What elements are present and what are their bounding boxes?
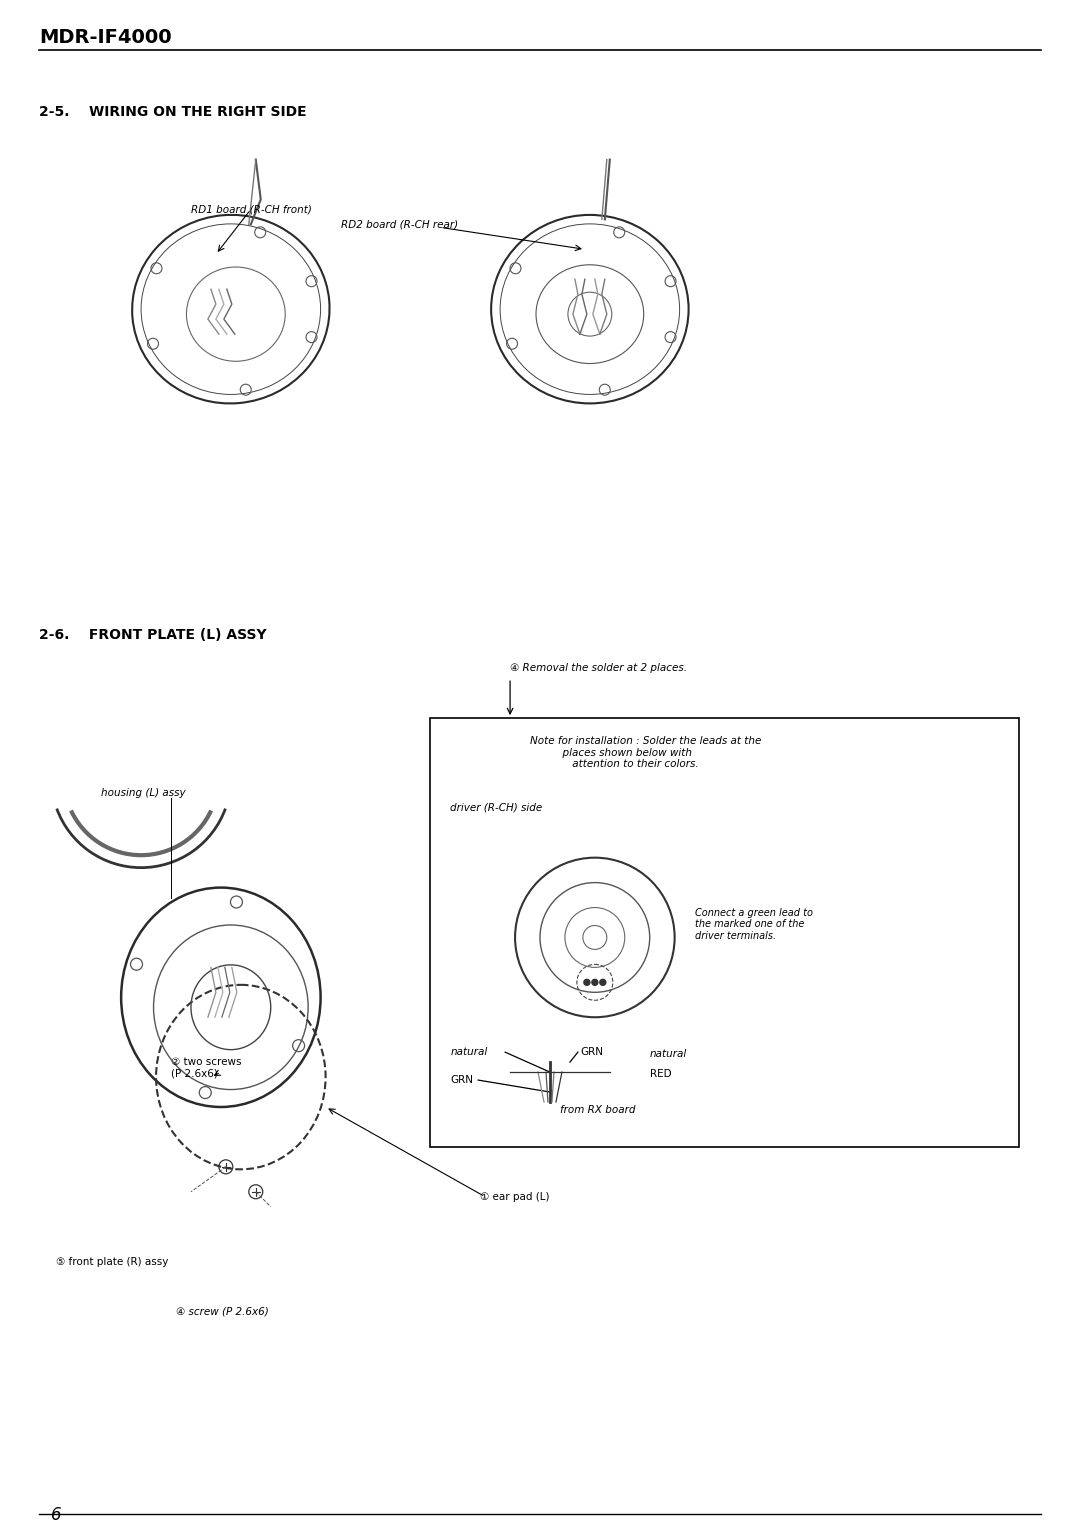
Text: Note for installation : Solder the leads at the
          places shown below wit: Note for installation : Solder the leads… [530,736,761,769]
Circle shape [584,979,590,986]
Text: from RX board: from RX board [559,1105,635,1115]
Text: RD1 board (R-CH front): RD1 board (R-CH front) [191,205,312,214]
Text: RED: RED [650,1070,672,1079]
Text: natural: natural [650,1050,687,1059]
Text: ④ screw (P 2.6x6): ④ screw (P 2.6x6) [176,1306,269,1317]
Text: GRN: GRN [450,1076,473,1085]
Text: ① ear pad (L): ① ear pad (L) [481,1192,550,1201]
Bar [430,718,1018,1148]
Text: ⑤ front plate (R) assy: ⑤ front plate (R) assy [56,1256,168,1267]
Circle shape [592,979,598,986]
Circle shape [599,979,606,986]
Text: 2-6.    FRONT PLATE (L) ASSY: 2-6. FRONT PLATE (L) ASSY [39,628,267,642]
Text: 6: 6 [52,1507,62,1523]
Text: natural: natural [450,1047,487,1057]
Text: driver (R-CH) side: driver (R-CH) side [450,802,542,813]
Text: Connect a green lead to
the marked one of the
driver terminals.: Connect a green lead to the marked one o… [694,908,812,941]
Text: housing (L) assy: housing (L) assy [102,788,186,798]
Text: GRN: GRN [580,1047,603,1057]
Text: MDR-IF4000: MDR-IF4000 [39,28,172,47]
Text: ② two screws
(P 2.6x6): ② two screws (P 2.6x6) [171,1057,242,1079]
Text: 2-5.    WIRING ON THE RIGHT SIDE: 2-5. WIRING ON THE RIGHT SIDE [39,105,307,119]
Text: RD2 board (R-CH rear): RD2 board (R-CH rear) [340,220,458,229]
Text: ④ Removal the solder at 2 places.: ④ Removal the solder at 2 places. [510,663,687,674]
